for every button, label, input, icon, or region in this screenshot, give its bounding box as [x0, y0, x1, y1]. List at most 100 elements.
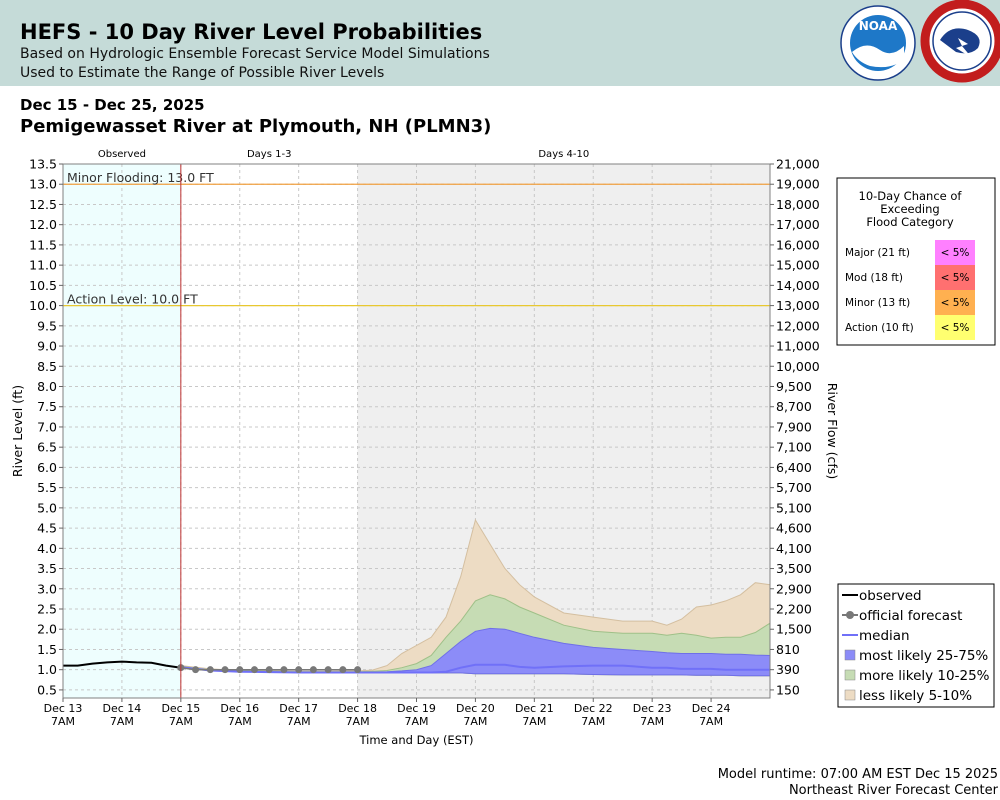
- x-tick-time-label: 7AM: [169, 715, 193, 728]
- flow-tick-label: 3,500: [776, 561, 812, 576]
- x-tick-day-label: Dec 16: [220, 702, 259, 715]
- x-tick-time-label: 7AM: [522, 715, 546, 728]
- flow-tick-label: 16,000: [776, 237, 820, 252]
- flow-tick-label: 390: [776, 662, 800, 677]
- x-tick-time-label: 7AM: [110, 715, 134, 728]
- y-tick-label: 11.5: [29, 237, 57, 252]
- noaa-logo-text: NOAA: [859, 19, 898, 33]
- y-tick-label: 12.5: [29, 197, 57, 212]
- official-forecast-point: [265, 666, 273, 674]
- x-tick-day-label: Dec 14: [103, 702, 142, 715]
- flood-table-category: Mod (18 ft): [845, 272, 903, 284]
- flow-tick-label: 18,000: [776, 197, 820, 212]
- flow-tick-label: 1,500: [776, 622, 812, 637]
- flow-tick-label: 14,000: [776, 278, 820, 293]
- y-tick-label: 10.5: [29, 278, 57, 293]
- y-axis-title-right: River Flow (cfs): [825, 383, 840, 479]
- x-tick-time-label: 7AM: [228, 715, 252, 728]
- flow-tick-label: 150: [776, 682, 800, 697]
- x-tick-day-label: Dec 19: [397, 702, 436, 715]
- flow-tick-label: 4,600: [776, 521, 812, 536]
- flow-tick-label: 5,700: [776, 480, 812, 495]
- flood-table-category: Action (10 ft): [845, 322, 914, 334]
- legend-box: [837, 583, 995, 708]
- page-title: HEFS - 10 Day River Level Probabilities: [20, 20, 483, 44]
- official-forecast-point: [354, 666, 362, 674]
- y-tick-label: 3.0: [37, 581, 57, 596]
- y-tick-label: 2.0: [37, 622, 57, 637]
- legend-label: more likely 10-25%: [859, 668, 990, 684]
- flood-table-title: 10-Day Chance of: [859, 189, 963, 203]
- y-tick-label: 4.5: [37, 521, 57, 536]
- flood-table-cell: [935, 265, 975, 290]
- flood-table-cell: [935, 290, 975, 315]
- noaa-logo: NOAA: [840, 5, 916, 81]
- y-tick-label: 2.5: [37, 602, 57, 617]
- flow-tick-label: 15,000: [776, 258, 820, 273]
- x-tick-day-label: Dec 21: [515, 702, 554, 715]
- x-axis-title: Time and Day (EST): [358, 733, 473, 747]
- x-tick-time-label: 7AM: [581, 715, 605, 728]
- flow-tick-label: 2,900: [776, 581, 812, 596]
- flood-table-chance: < 5%: [941, 247, 970, 259]
- y-tick-label: 5.5: [37, 480, 57, 495]
- flow-tick-label: 8,700: [776, 399, 812, 414]
- official-forecast-point: [324, 666, 332, 674]
- legend-label: official forecast: [859, 608, 962, 624]
- x-tick-day-label: Dec 20: [456, 702, 495, 715]
- flow-tick-label: 9,500: [776, 379, 812, 394]
- x-tick-day-label: Dec 24: [692, 702, 731, 715]
- y-tick-label: 5.0: [37, 500, 57, 515]
- official-forecast-point: [339, 666, 347, 674]
- legend-swatch-most: [844, 649, 856, 661]
- x-tick-time-label: 7AM: [463, 715, 487, 728]
- header-banner: HEFS - 10 Day River Level Probabilities …: [0, 0, 1000, 86]
- flood-table-category: Minor (13 ft): [845, 297, 910, 309]
- flood-table-title: Exceeding: [880, 202, 939, 216]
- x-tick-time-label: 7AM: [404, 715, 428, 728]
- y-tick-label: 8.5: [37, 359, 57, 374]
- page-subtitle-2: Used to Estimate the Range of Possible R…: [20, 65, 385, 81]
- legend-label: most likely 25-75%: [859, 648, 988, 664]
- y-tick-label: 7.5: [37, 399, 57, 414]
- x-tick-day-label: Dec 15: [161, 702, 200, 715]
- y-tick-label: 4.0: [37, 541, 57, 556]
- official-forecast-point: [280, 666, 288, 674]
- official-forecast-point: [250, 666, 258, 674]
- x-tick-time-label: 7AM: [346, 715, 370, 728]
- legend-label: observed: [859, 588, 922, 604]
- date-range: Dec 15 - Dec 25, 2025: [20, 96, 205, 114]
- flow-tick-label: 5,100: [776, 500, 812, 515]
- minor-threshold-label: Minor Flooding: 13.0 FT: [67, 170, 214, 185]
- flow-tick-label: 7,100: [776, 440, 812, 455]
- legend-label: median: [859, 628, 910, 644]
- y-tick-label: 13.5: [29, 157, 57, 172]
- flow-tick-label: 17,000: [776, 217, 820, 232]
- official-forecast-point: [236, 666, 244, 674]
- y-axis-title: River Level (ft): [10, 385, 25, 477]
- y-tick-label: 6.0: [37, 460, 57, 475]
- station-title: Pemigewasset River at Plymouth, NH (PLMN…: [20, 116, 492, 137]
- official-forecast-point: [221, 666, 229, 674]
- flood-table-cell: [935, 240, 975, 265]
- y-tick-label: 11.0: [29, 258, 57, 273]
- x-tick-time-label: 7AM: [287, 715, 311, 728]
- y-tick-label: 3.5: [37, 561, 57, 576]
- official-forecast-point: [295, 666, 303, 674]
- observed-line: [63, 660, 181, 669]
- y-tick-label: 0.5: [37, 682, 57, 697]
- official-forecast-point: [192, 666, 200, 674]
- flow-tick-label: 13,000: [776, 298, 820, 313]
- forecast-center: Northeast River Forecast Center: [788, 783, 998, 798]
- x-tick-day-label: Dec 23: [633, 702, 672, 715]
- flood-table-chance: < 5%: [941, 297, 970, 309]
- y-tick-label: 1.5: [37, 642, 57, 657]
- y-tick-label: 9.0: [37, 339, 57, 354]
- flow-tick-label: 7,900: [776, 419, 812, 434]
- flow-tick-label: 12,000: [776, 318, 820, 333]
- y-tick-label: 1.0: [37, 662, 57, 677]
- y-tick-label: 13.0: [29, 177, 57, 192]
- y-tick-label: 10.0: [29, 298, 57, 313]
- model-runtime: Model runtime: 07:00 AM EST Dec 15 2025: [717, 767, 998, 782]
- flow-tick-label: 4,100: [776, 541, 812, 556]
